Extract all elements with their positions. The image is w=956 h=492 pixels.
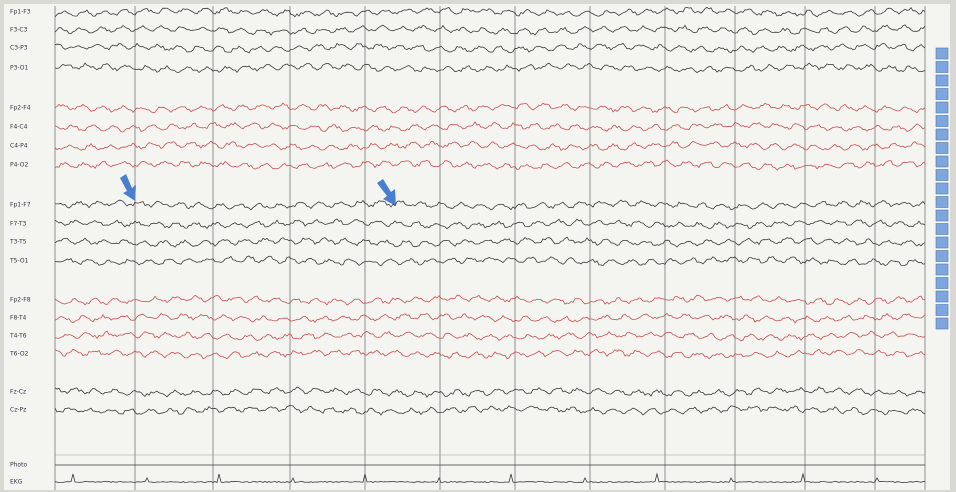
toolbar-button[interactable] bbox=[936, 62, 948, 73]
channel-label: Cz-Pz bbox=[10, 407, 26, 414]
channel-label: T6-O2 bbox=[9, 351, 29, 358]
toolbar-button[interactable] bbox=[936, 237, 948, 248]
channel-label: C4-P4 bbox=[10, 143, 28, 150]
toolbar-button[interactable] bbox=[936, 183, 948, 194]
channel-label: P4-O2 bbox=[10, 162, 28, 169]
toolbar-button[interactable] bbox=[936, 291, 948, 302]
toolbar-button[interactable] bbox=[936, 305, 948, 316]
toolbar-button[interactable] bbox=[936, 210, 948, 221]
channel-label: F8-T4 bbox=[10, 315, 27, 322]
channel-label: T3-T5 bbox=[9, 239, 27, 246]
channel-label: T5-O1 bbox=[9, 258, 29, 265]
toolbar-button[interactable] bbox=[936, 278, 948, 289]
channel-label: F4-C4 bbox=[10, 124, 28, 131]
channel-label: P3-O1 bbox=[10, 65, 28, 72]
toolbar-button[interactable] bbox=[936, 224, 948, 235]
toolbar-button[interactable] bbox=[936, 156, 948, 167]
channel-label: Fp2-F4 bbox=[10, 105, 31, 112]
toolbar-button[interactable] bbox=[936, 48, 948, 59]
toolbar-button[interactable] bbox=[936, 143, 948, 154]
channel-label: F7-T3 bbox=[10, 221, 27, 228]
channel-label: C3-P3 bbox=[10, 45, 28, 52]
channel-label: Fp1-F7 bbox=[10, 202, 31, 209]
toolbar-button[interactable] bbox=[936, 89, 948, 100]
toolbar-button[interactable] bbox=[936, 197, 948, 208]
toolbar-button[interactable] bbox=[936, 129, 948, 140]
screen-background bbox=[4, 4, 950, 490]
channel-label: F3-C3 bbox=[10, 27, 28, 34]
toolbar-button[interactable] bbox=[936, 116, 948, 127]
channel-label: T4-T6 bbox=[9, 333, 27, 340]
channel-label: Fp2-F8 bbox=[10, 297, 31, 304]
channel-label: Fz-Cz bbox=[10, 389, 26, 396]
channel-label: Fp1-F3 bbox=[10, 9, 31, 16]
channel-label: Photo bbox=[10, 462, 27, 469]
toolbar-button[interactable] bbox=[936, 264, 948, 275]
toolbar-button[interactable] bbox=[936, 75, 948, 86]
side-toolbar bbox=[936, 48, 948, 329]
toolbar-button[interactable] bbox=[936, 170, 948, 181]
eeg-screen: Fp1-F3 F3-C3 C3-P3 P3-O1 Fp2-F4 F4-C4 C4-P4 P4-… bbox=[0, 0, 956, 492]
toolbar-button[interactable] bbox=[936, 318, 948, 329]
toolbar-button[interactable] bbox=[936, 251, 948, 262]
channel-label: EKG bbox=[10, 479, 23, 486]
toolbar-button[interactable] bbox=[936, 102, 948, 113]
